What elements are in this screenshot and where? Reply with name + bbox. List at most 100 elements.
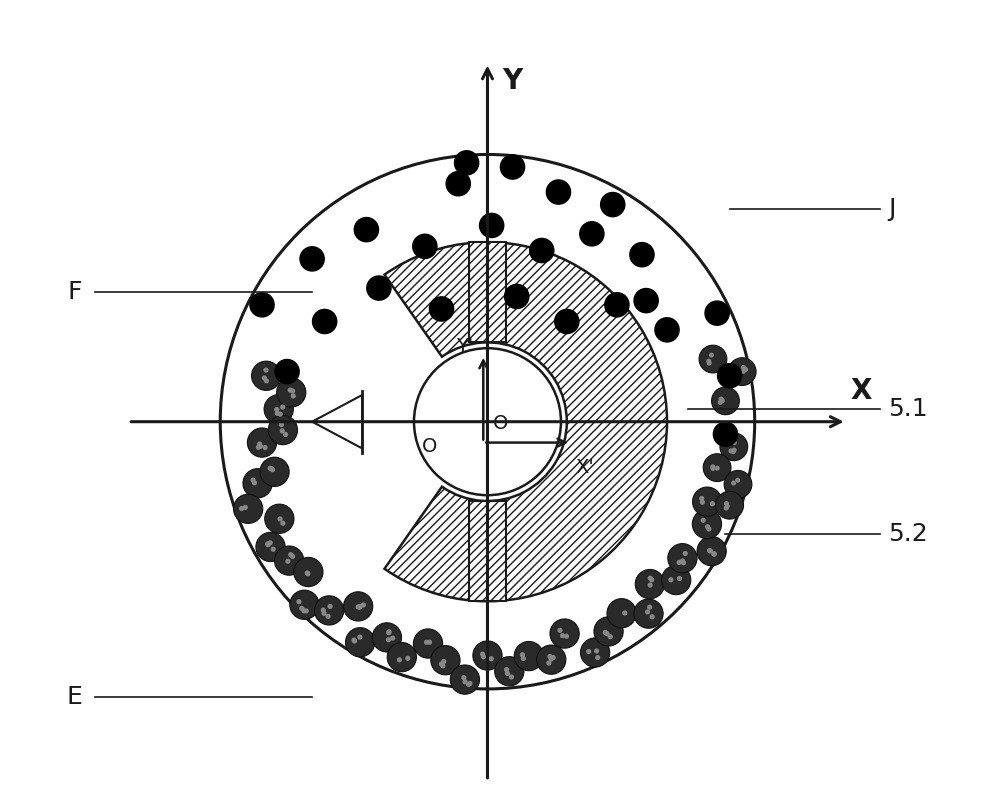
Text: O: O: [422, 437, 437, 456]
Circle shape: [700, 501, 704, 504]
Circle shape: [263, 446, 267, 450]
Text: Y: Y: [503, 66, 523, 95]
Circle shape: [243, 469, 272, 498]
Circle shape: [300, 247, 324, 271]
Circle shape: [720, 433, 748, 461]
Circle shape: [580, 638, 610, 667]
Circle shape: [251, 478, 255, 482]
Circle shape: [413, 629, 443, 659]
Circle shape: [521, 657, 525, 660]
Circle shape: [431, 646, 460, 675]
Circle shape: [500, 155, 525, 179]
Circle shape: [413, 234, 437, 258]
Circle shape: [736, 479, 740, 482]
Circle shape: [387, 642, 416, 671]
Circle shape: [550, 619, 579, 648]
Circle shape: [473, 641, 502, 670]
Circle shape: [703, 454, 731, 481]
Circle shape: [646, 610, 649, 614]
Circle shape: [681, 559, 684, 563]
Circle shape: [712, 552, 716, 556]
Circle shape: [711, 502, 714, 505]
Circle shape: [268, 467, 272, 470]
Circle shape: [305, 571, 309, 575]
Circle shape: [284, 433, 288, 437]
Circle shape: [372, 623, 402, 652]
Circle shape: [481, 652, 484, 656]
Circle shape: [259, 445, 262, 448]
Circle shape: [288, 388, 292, 392]
Circle shape: [655, 318, 679, 342]
Circle shape: [441, 664, 445, 667]
Circle shape: [462, 676, 466, 680]
Circle shape: [546, 180, 571, 204]
Circle shape: [322, 612, 326, 616]
Circle shape: [506, 671, 509, 676]
Text: X': X': [575, 458, 594, 476]
Circle shape: [278, 517, 282, 521]
Circle shape: [505, 284, 529, 309]
Circle shape: [708, 549, 712, 553]
Circle shape: [742, 365, 745, 369]
Circle shape: [367, 276, 391, 301]
Circle shape: [450, 665, 480, 694]
Circle shape: [561, 633, 564, 637]
Circle shape: [440, 662, 443, 666]
Circle shape: [425, 641, 428, 644]
Circle shape: [265, 379, 268, 383]
Circle shape: [725, 501, 728, 505]
Circle shape: [256, 532, 285, 561]
Circle shape: [549, 657, 553, 661]
Circle shape: [580, 222, 604, 246]
Circle shape: [713, 422, 738, 446]
Circle shape: [662, 565, 691, 595]
Circle shape: [718, 364, 742, 388]
Circle shape: [482, 655, 485, 659]
Circle shape: [304, 609, 308, 613]
Circle shape: [291, 554, 295, 558]
Circle shape: [558, 629, 562, 633]
Circle shape: [635, 569, 664, 599]
Circle shape: [634, 288, 658, 313]
Circle shape: [630, 242, 654, 266]
Circle shape: [605, 632, 609, 636]
Circle shape: [262, 376, 266, 380]
Polygon shape: [312, 395, 362, 449]
Circle shape: [280, 429, 284, 433]
Circle shape: [648, 605, 652, 609]
Circle shape: [505, 667, 508, 671]
Circle shape: [234, 494, 263, 523]
Circle shape: [716, 492, 744, 519]
Circle shape: [414, 348, 561, 495]
Circle shape: [741, 369, 745, 373]
Circle shape: [712, 552, 716, 556]
Circle shape: [353, 639, 356, 643]
Circle shape: [707, 361, 711, 365]
Circle shape: [565, 634, 568, 638]
Circle shape: [718, 401, 722, 404]
Text: X: X: [851, 377, 872, 405]
Circle shape: [706, 525, 709, 529]
Circle shape: [463, 680, 467, 684]
Circle shape: [302, 609, 306, 612]
Circle shape: [346, 628, 375, 657]
Circle shape: [358, 635, 362, 639]
Circle shape: [634, 599, 663, 629]
Circle shape: [442, 659, 446, 663]
Circle shape: [315, 596, 344, 625]
Text: F: F: [68, 280, 82, 305]
Circle shape: [715, 467, 719, 470]
Circle shape: [520, 653, 524, 657]
Circle shape: [356, 605, 360, 609]
Circle shape: [321, 608, 325, 612]
Circle shape: [387, 637, 390, 642]
Circle shape: [530, 238, 554, 262]
Circle shape: [277, 377, 306, 407]
Circle shape: [290, 590, 319, 620]
Circle shape: [361, 603, 365, 607]
Circle shape: [514, 642, 543, 671]
Circle shape: [596, 655, 600, 659]
Circle shape: [275, 360, 299, 384]
Circle shape: [271, 548, 275, 551]
Circle shape: [707, 360, 711, 363]
